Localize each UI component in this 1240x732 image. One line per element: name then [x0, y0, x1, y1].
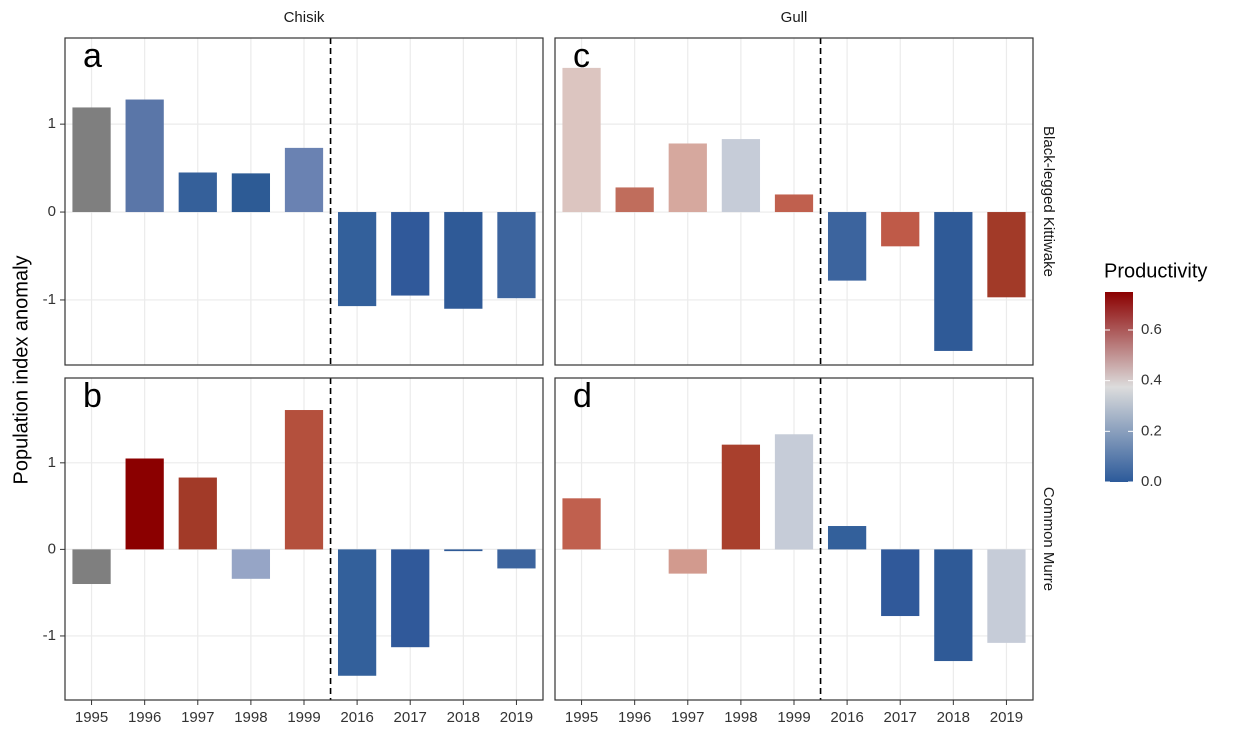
- bar: [72, 549, 111, 585]
- x-tick-label: 2018: [937, 709, 970, 726]
- panel-letter: c: [573, 37, 590, 75]
- bar: [668, 549, 707, 574]
- y-tick-label: 1: [48, 115, 56, 132]
- bar: [444, 549, 483, 552]
- bar: [391, 549, 430, 648]
- x-tick-label: 2016: [830, 709, 863, 726]
- bar: [881, 212, 920, 247]
- bar: [497, 212, 536, 299]
- bar: [125, 458, 164, 550]
- bar: [337, 212, 377, 307]
- x-tick-label: 2017: [884, 709, 917, 726]
- y-tick-label: 0: [48, 540, 56, 557]
- bar: [987, 212, 1026, 298]
- bar: [774, 434, 814, 550]
- bar: [284, 147, 324, 213]
- bar: [987, 549, 1026, 643]
- bar: [562, 67, 601, 213]
- row-strip: Black-legged Kittiwake: [1040, 126, 1057, 277]
- x-tick-label: 2019: [500, 709, 533, 726]
- x-tick-label: 1996: [618, 709, 651, 726]
- bar: [284, 410, 324, 550]
- y-tick-label: -1: [43, 627, 56, 644]
- bar: [391, 212, 430, 296]
- colorbar: [1105, 292, 1133, 482]
- x-tick-label: 1998: [724, 709, 757, 726]
- bar: [497, 549, 536, 569]
- panel-letter: d: [573, 377, 592, 415]
- row-strip: Common Murre: [1040, 487, 1057, 591]
- x-tick-label: 1998: [234, 709, 267, 726]
- panel-border: [554, 37, 1034, 366]
- panel-border: [64, 37, 544, 366]
- bar: [178, 477, 217, 550]
- column-strip: Chisik: [284, 9, 325, 26]
- bar: [881, 549, 920, 617]
- x-tick-label: 2016: [340, 709, 373, 726]
- y-axis-label: Population index anomaly: [10, 255, 32, 484]
- bar: [615, 187, 654, 213]
- x-tick-label: 1999: [777, 709, 810, 726]
- colorbar-label: 0.0: [1141, 473, 1162, 490]
- bar: [827, 526, 867, 550]
- x-tick-label: 1997: [671, 709, 704, 726]
- x-tick-label: 1999: [287, 709, 320, 726]
- bar: [721, 444, 761, 550]
- x-tick-label: 1995: [565, 709, 598, 726]
- panel-letter: b: [83, 377, 102, 415]
- bar: [178, 172, 217, 213]
- bar: [337, 549, 377, 676]
- colorbar-label: 0.2: [1141, 422, 1162, 439]
- y-tick-label: 1: [48, 454, 56, 471]
- bar: [231, 173, 271, 213]
- bar: [562, 498, 601, 550]
- bar: [827, 212, 867, 281]
- x-tick-label: 2018: [447, 709, 480, 726]
- x-tick-label: 2017: [394, 709, 427, 726]
- bar: [231, 549, 271, 579]
- x-tick-label: 1997: [181, 709, 214, 726]
- colorbar-label: 0.6: [1141, 321, 1162, 338]
- colorbar-label: 0.4: [1141, 372, 1162, 389]
- legend-title: Productivity: [1104, 260, 1207, 282]
- bar: [72, 107, 111, 213]
- column-strip: Gull: [781, 9, 808, 26]
- panel-letter: a: [83, 37, 102, 75]
- bar: [125, 99, 164, 213]
- x-tick-label: 1995: [75, 709, 108, 726]
- bar: [774, 194, 814, 213]
- bar: [934, 212, 973, 351]
- bar: [444, 212, 483, 309]
- bar: [668, 143, 707, 213]
- y-tick-label: -1: [43, 291, 56, 308]
- x-tick-label: 1996: [128, 709, 161, 726]
- x-tick-label: 2019: [990, 709, 1023, 726]
- y-tick-label: 0: [48, 203, 56, 220]
- bar: [721, 139, 761, 213]
- bar: [934, 549, 973, 662]
